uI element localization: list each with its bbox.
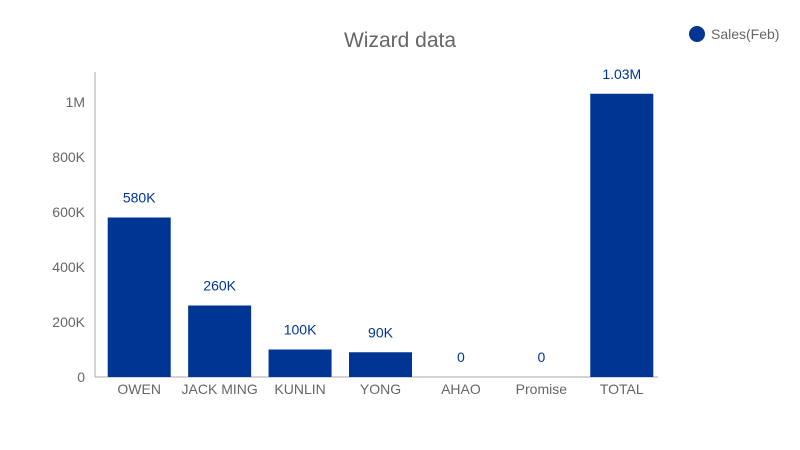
y-tick-label: 0	[77, 369, 85, 385]
y-tick-label: 600K	[52, 204, 85, 220]
data-label: 0	[457, 349, 465, 365]
bar-yong[interactable]	[349, 352, 412, 377]
data-label: 90K	[368, 324, 394, 340]
x-tick-label: JACK MING	[182, 381, 258, 397]
x-tick-label: Promise	[516, 381, 568, 397]
data-label: 100K	[284, 322, 317, 338]
bar-total[interactable]	[590, 93, 654, 377]
bar-owen[interactable]	[107, 217, 171, 378]
bars-group	[107, 93, 654, 378]
data-labels-group: 580K 260K 100K 90K 0 0 1.03M	[123, 66, 641, 365]
y-axis: 0 200K 400K 600K 800K 1M	[52, 72, 96, 385]
bar-kunlin[interactable]	[268, 349, 332, 378]
x-tick-label: KUNLIN	[274, 381, 325, 397]
data-label: 260K	[203, 278, 236, 294]
y-tick-label: 400K	[52, 259, 85, 275]
data-label: 0	[537, 349, 545, 365]
y-tick-label: 800K	[52, 149, 85, 165]
y-tick-label: 200K	[52, 314, 85, 330]
x-tick-label: AHAO	[441, 381, 481, 397]
chart-title: Wizard data	[344, 29, 456, 52]
y-tick-label: 1M	[66, 94, 85, 110]
legend-marker	[689, 26, 705, 42]
x-tick-label: TOTAL	[600, 381, 644, 397]
bar-jack-ming[interactable]	[188, 305, 252, 378]
x-tick-label: OWEN	[117, 381, 161, 397]
x-axis: OWEN JACK MING KUNLIN YONG AHAO Promise TOTAL	[95, 376, 658, 397]
data-label: 1.03M	[602, 66, 641, 82]
data-label: 580K	[123, 190, 156, 206]
x-tick-label: YONG	[360, 381, 401, 397]
legend-label: Sales(Feb)	[711, 26, 779, 42]
legend[interactable]: Sales(Feb)	[689, 26, 779, 42]
